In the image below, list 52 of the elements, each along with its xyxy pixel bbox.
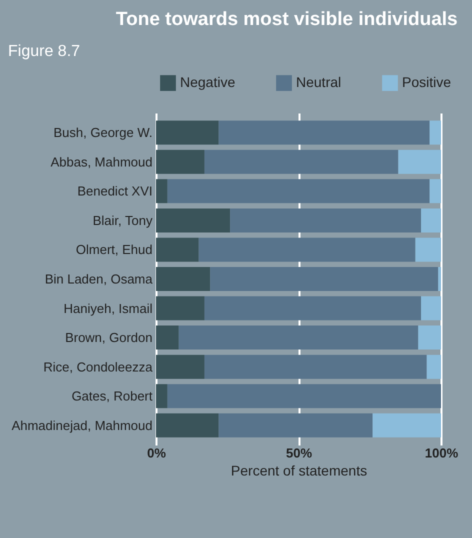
bar — [156, 326, 179, 350]
bar — [426, 354, 441, 379]
bar — [178, 326, 418, 350]
y-tick-label: Haniyeh, Ismail — [64, 300, 153, 316]
y-tick-label: Brown, Gordon — [65, 330, 152, 346]
bar — [418, 326, 441, 350]
x-tick-label: 50% — [286, 446, 312, 460]
y-tick-label: Bush, George W. — [54, 125, 152, 140]
bar — [156, 150, 204, 174]
bar — [156, 384, 168, 408]
legend-label: Positive — [402, 74, 452, 90]
bar — [156, 179, 168, 204]
y-tick-label: Gates, Robert — [72, 388, 153, 404]
bar — [415, 238, 441, 262]
x-tick-label: 0% — [147, 446, 166, 460]
bar — [156, 413, 219, 438]
bar — [156, 120, 219, 145]
y-tick-label: Bin Laden, Osama — [44, 272, 154, 286]
legend-label: Neutral — [296, 74, 342, 90]
legend-label: Negative — [180, 74, 236, 90]
bar — [218, 413, 373, 438]
x-axis-title: Percent of statements — [230, 462, 368, 478]
bar — [156, 208, 230, 232]
bar — [398, 150, 441, 174]
bar — [156, 267, 210, 291]
bar — [218, 120, 430, 145]
y-tick-label: Olmert, Ehud — [76, 242, 152, 258]
bar — [167, 179, 430, 204]
chart-title: Tone towards most visible individuals — [116, 9, 458, 30]
bar — [430, 179, 441, 204]
y-tick-label: Blair, Tony — [92, 212, 153, 228]
bar — [198, 238, 416, 262]
bar — [210, 267, 438, 291]
bar — [204, 354, 427, 379]
bar — [421, 296, 441, 320]
caption: Figure 8.7 — [8, 43, 80, 60]
bar — [230, 208, 422, 232]
x-tick-label: 100% — [424, 446, 459, 460]
y-tick-label: Abbas, Mahmoud — [50, 154, 152, 170]
bar — [156, 296, 204, 320]
y-tick-label: Ahmadinejad, Mahmoud — [12, 418, 152, 433]
bar — [204, 296, 422, 320]
bar — [204, 150, 398, 174]
bar — [438, 267, 441, 291]
y-tick-label: Benedict XVI — [77, 184, 152, 199]
bar — [156, 238, 199, 262]
bar — [430, 120, 441, 145]
bar — [167, 384, 441, 408]
bar — [372, 413, 441, 438]
bar — [156, 354, 204, 379]
y-tick-label: Rice, Condoleezza — [43, 359, 154, 374]
bar — [421, 208, 441, 232]
